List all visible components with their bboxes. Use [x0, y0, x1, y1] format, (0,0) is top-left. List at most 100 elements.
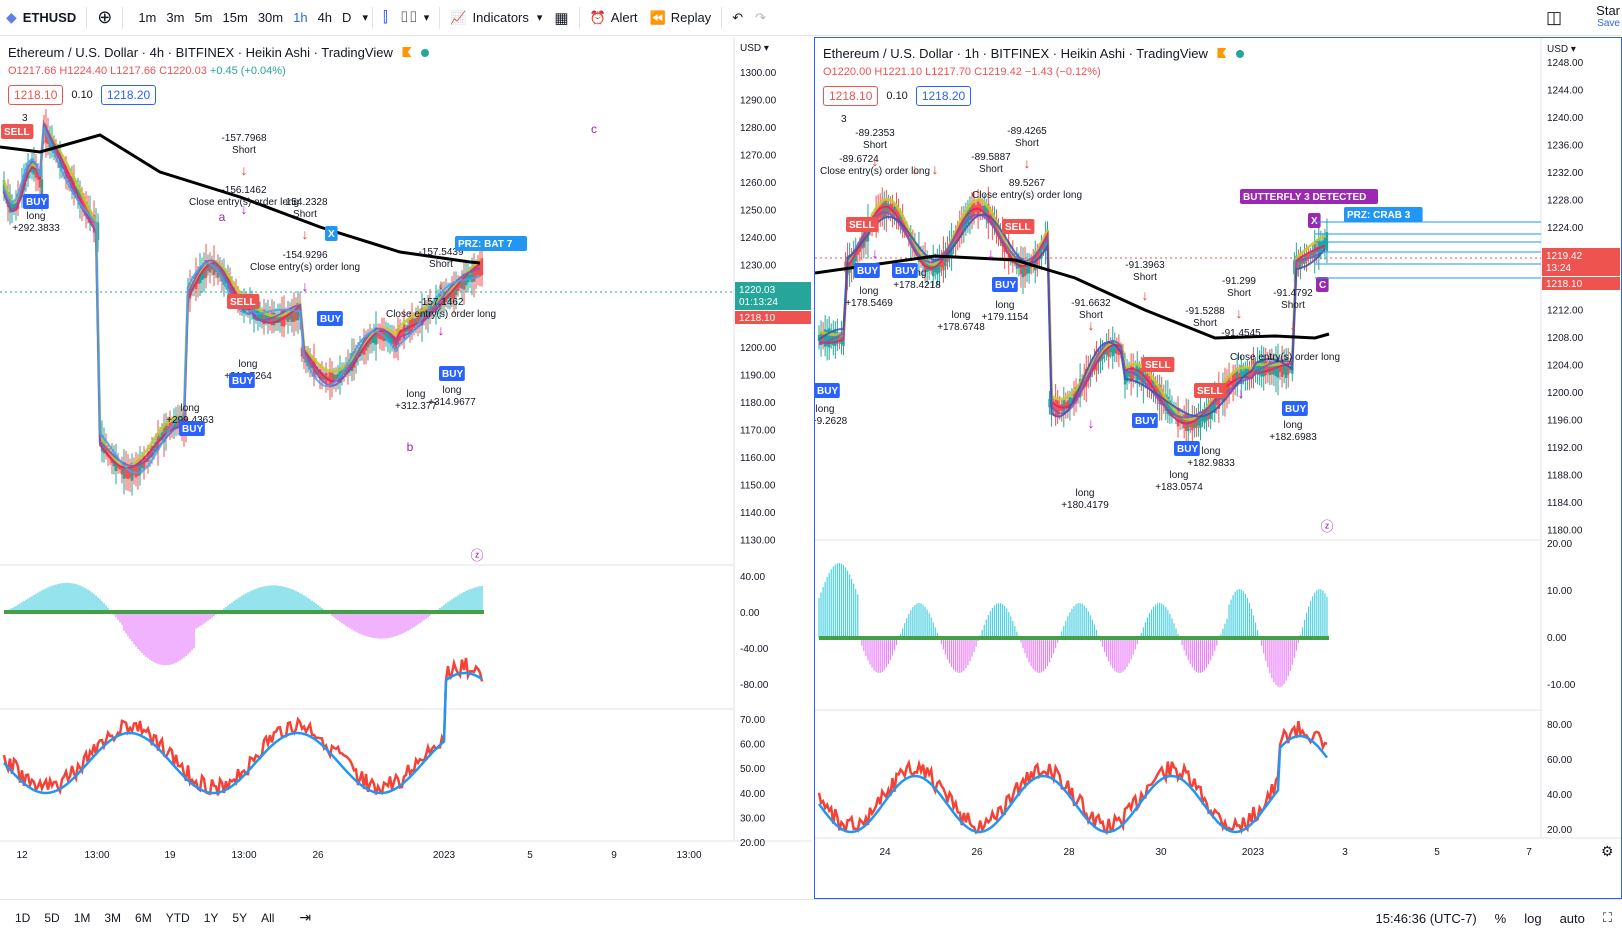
alert-button[interactable]: ⏰ Alert — [584, 0, 644, 35]
candle-body — [276, 314, 280, 324]
symbol-search[interactable]: ◆ ETHUSD — [0, 0, 82, 35]
signal-tag-bg — [1344, 207, 1423, 222]
divider — [721, 6, 723, 29]
timeframe-D[interactable]: D — [342, 10, 352, 25]
rsi-tick-label: 80.00 — [1547, 720, 1572, 731]
compare-button[interactable]: ⊕ — [91, 0, 118, 35]
annotation-label: long — [952, 310, 971, 321]
percent-toggle[interactable]: % — [1494, 910, 1507, 926]
rsi-tick-label: 70.00 — [740, 715, 765, 726]
range-5d[interactable]: 5D — [44, 910, 60, 925]
candle-body — [1178, 414, 1182, 423]
split-layout-icon: ◫ — [1545, 8, 1562, 27]
replay-button[interactable]: ⏪ Replay — [644, 0, 718, 35]
timeframe-4h[interactable]: 4h — [317, 10, 333, 25]
redo-button[interactable]: ↷ — [749, 0, 772, 35]
moving-average-line — [3, 119, 481, 468]
candle-body — [1195, 415, 1198, 429]
chart-type-button[interactable]: ⌷⌷ ▾ — [394, 0, 436, 35]
timeframe-15m[interactable]: 15m — [222, 10, 248, 25]
range-1y[interactable]: 1Y — [203, 910, 219, 925]
auto-toggle[interactable]: auto — [1559, 910, 1585, 926]
candle-body — [264, 313, 268, 322]
candle-body — [1111, 339, 1114, 357]
chart-panel-1h[interactable]: Ethereum / U.S. Dollar · 1h · BITFINEX ·… — [814, 37, 1622, 899]
candle-body — [348, 360, 352, 370]
range-1m[interactable]: 1M — [73, 910, 91, 925]
high-value: H1221.10 — [874, 66, 923, 78]
range-ytd[interactable]: YTD — [165, 910, 190, 925]
signal-tag-bg — [23, 194, 49, 209]
change-value: +0.45 (+0.04%) — [209, 65, 286, 77]
range-5y[interactable]: 5Y — [232, 910, 248, 925]
candle-body — [1242, 371, 1245, 377]
price-tick-label: 1190.00 — [740, 371, 776, 382]
candle-body — [292, 305, 296, 322]
timeframe-5m[interactable]: 5m — [194, 10, 213, 25]
candle-body — [1166, 396, 1170, 415]
fullscreen-icon[interactable]: ⛶ — [1602, 910, 1612, 925]
templates-button[interactable]: ▦ — [548, 0, 574, 35]
signal-arrow-icon: ↓ — [1088, 415, 1095, 431]
annotation-label: -89.2353 — [855, 128, 895, 139]
candle-body — [40, 179, 44, 197]
price-tick-label: 1140.00 — [740, 508, 776, 519]
candle-body — [1199, 411, 1202, 428]
range-all[interactable]: All — [261, 910, 275, 925]
range-6m[interactable]: 6M — [135, 910, 152, 925]
buy-price-button[interactable]: 1218.20 — [100, 85, 157, 105]
timeframe-1h[interactable]: 1h — [293, 10, 308, 25]
buy-price-button[interactable]: 1218.20 — [915, 86, 972, 106]
price-tick-label: 1250.00 — [740, 206, 777, 217]
candle-body — [462, 273, 466, 290]
signal-arrow-icon: ↓ — [1236, 305, 1243, 321]
chart-canvas-4h[interactable]: USD ▾1300.001290.001280.001270.001260.00… — [0, 37, 812, 899]
chart-title: Ethereum / U.S. Dollar · 1h · BITFINEX ·… — [823, 46, 1208, 61]
save-area[interactable]: Star Save — [1596, 4, 1620, 30]
annotation-label: -91.6632 — [1071, 298, 1111, 309]
chart-legend: Ethereum / U.S. Dollar · 4h · BITFINEX ·… — [8, 45, 430, 60]
sell-price-button[interactable]: 1218.10 — [823, 86, 879, 106]
annotation-label: Short — [1133, 272, 1157, 283]
annotation-label: -157.7968 — [221, 133, 266, 144]
annotation-label: long — [816, 404, 835, 415]
bar-style-button[interactable]: ⫿ — [377, 0, 394, 35]
layout-button[interactable]: ◫ — [1546, 8, 1562, 28]
undo-button[interactable]: ↶ — [726, 0, 749, 35]
candle-body — [344, 366, 348, 373]
timeframe-1m[interactable]: 1m — [138, 10, 157, 25]
annotation-label: Close entry(s) order long — [820, 166, 930, 177]
candle-body — [821, 332, 825, 344]
timeframe-3m[interactable]: 3m — [166, 10, 185, 25]
timeframe-30m[interactable]: 30m — [257, 10, 284, 25]
candle-body — [128, 466, 132, 478]
redo-icon: ↷ — [755, 9, 766, 25]
candle-body — [300, 347, 304, 357]
sell-price-button[interactable]: 1218.10 — [8, 85, 64, 105]
signal-tag-bg — [439, 366, 465, 381]
calendar-goto-icon[interactable]: ⇥ — [299, 909, 312, 925]
annotation-label: +182.6983 — [1269, 432, 1317, 443]
candle-body — [1297, 259, 1300, 269]
candle-body — [288, 311, 292, 320]
chart-canvas-1h[interactable]: USD ▾ 1248.00 1244.00 1240.00 1236.00 1232.00… — [815, 38, 1621, 898]
range-1d[interactable]: 1D — [15, 910, 31, 925]
candle-body — [1185, 413, 1188, 431]
candle-body — [1107, 340, 1110, 357]
chevron-down-icon[interactable]: ▾ — [362, 12, 368, 24]
candle-body — [470, 267, 474, 283]
indicators-button[interactable]: 📈 Indicators ▾ — [444, 0, 548, 35]
candle-body — [336, 373, 340, 380]
price-tick-label: 1224.00 — [1547, 223, 1584, 234]
candle-body — [1064, 402, 1068, 410]
candle-body — [416, 315, 420, 325]
signal-tag-bg — [1316, 277, 1329, 292]
close-value: C1220.03 — [159, 65, 207, 77]
clock-time[interactable]: 15:46:36 (UTC-7) — [1375, 910, 1477, 926]
chart-panel-4h[interactable]: Ethereum / U.S. Dollar · 4h · BITFINEX ·… — [0, 37, 812, 899]
log-toggle[interactable]: log — [1524, 910, 1542, 926]
candle-body — [1040, 243, 1043, 259]
signal-tag-bg — [1, 124, 34, 139]
candle-body — [1209, 400, 1212, 420]
range-3m[interactable]: 3M — [104, 910, 122, 925]
